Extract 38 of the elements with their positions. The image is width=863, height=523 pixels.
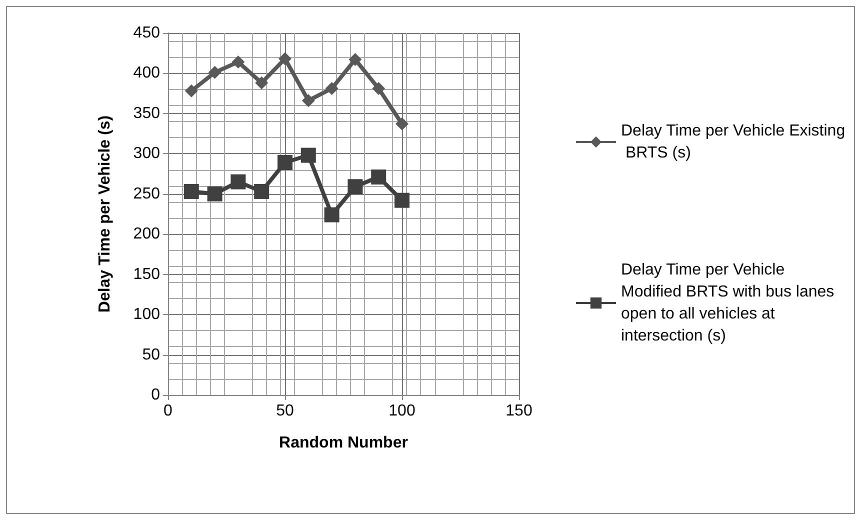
point — [184, 184, 199, 199]
x-tick-label: 50 — [276, 402, 294, 420]
y-axis-title: Delay Time per Vehicle (s) — [96, 115, 114, 313]
point — [232, 55, 245, 68]
point — [184, 84, 198, 98]
x-tick-label: 0 — [164, 402, 173, 420]
point — [208, 66, 222, 79]
y-tick-label: 100 — [133, 306, 160, 324]
point — [207, 186, 222, 202]
point — [255, 76, 268, 90]
point — [394, 192, 410, 208]
point — [278, 155, 292, 170]
x-tick-label: 100 — [388, 402, 416, 420]
point — [302, 94, 315, 108]
point — [371, 169, 386, 184]
y-tick-label: 150 — [133, 266, 160, 283]
x-axis-title: Random Number — [279, 434, 408, 452]
point — [254, 184, 270, 199]
y-tick-label: 450 — [133, 24, 160, 42]
y-tick-label: 50 — [142, 346, 160, 364]
point — [372, 82, 386, 96]
point — [348, 179, 363, 194]
x-tick-label: 150 — [506, 402, 532, 420]
y-tick-label: 350 — [133, 104, 160, 122]
point — [396, 117, 408, 130]
y-tick-label: 300 — [133, 145, 160, 162]
point — [300, 148, 316, 163]
y-tick-label: 0 — [151, 386, 160, 404]
y-tick-label: 250 — [133, 185, 160, 202]
y-tick-label: 200 — [133, 226, 160, 243]
legend-label: Delay Time per Vehicle Existing BRTS (s) — [621, 122, 846, 162]
y-tick-label: 400 — [133, 64, 160, 82]
point — [230, 174, 246, 190]
point — [348, 53, 362, 66]
point — [278, 52, 292, 66]
point — [324, 207, 340, 222]
point — [325, 82, 338, 96]
legend-label: Delay Time per Vehicle Modified BRTS with bus lanes open to all vehicles at intersection (s) — [621, 262, 839, 344]
